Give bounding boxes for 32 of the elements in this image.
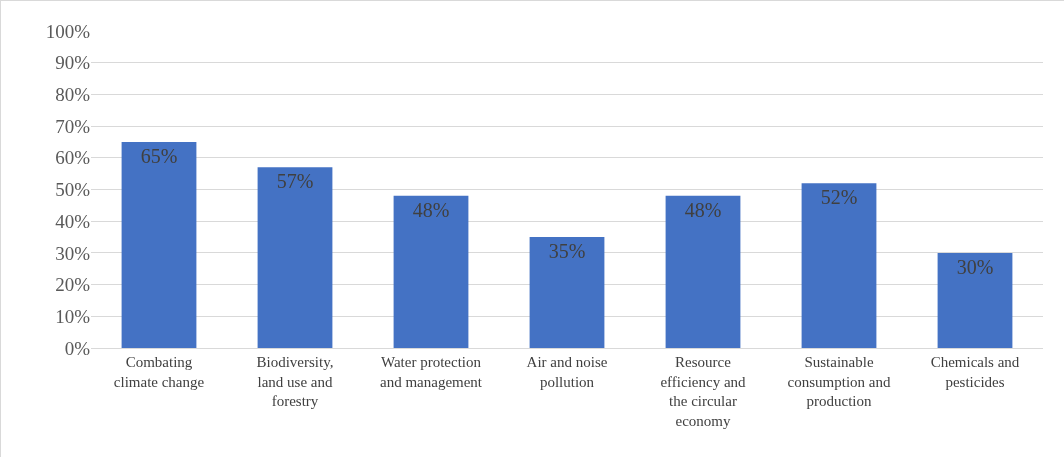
data-label: 48% <box>684 198 722 221</box>
bar <box>937 252 1013 348</box>
y-tick-label: 60% <box>55 147 91 169</box>
data-label: 52% <box>820 186 858 209</box>
x-tick-label: Chemicals and pesticides <box>930 354 1020 390</box>
bar <box>665 195 741 348</box>
x-tick-label: Resource efficiency and the circular economy <box>660 354 747 429</box>
y-tick-label: 10% <box>55 305 91 327</box>
y-tick-label: 70% <box>55 115 91 137</box>
x-tick-label: Water protection and management <box>379 354 483 390</box>
bar <box>801 183 877 348</box>
bar <box>257 167 333 348</box>
y-tick-label: 20% <box>55 274 91 296</box>
y-tick-label: 0% <box>64 337 91 359</box>
x-tick-label: Sustainable consumption and production <box>787 354 891 409</box>
data-label: 57% <box>276 170 314 193</box>
y-tick-label: 90% <box>55 52 91 74</box>
y-tick-label: 50% <box>55 179 91 201</box>
data-label: 30% <box>956 255 994 278</box>
bar <box>393 195 469 348</box>
x-tick-label: Air and noise pollution <box>526 354 608 390</box>
y-tick-label: 40% <box>55 210 91 232</box>
y-tick-label: 30% <box>55 242 91 264</box>
data-label: 65% <box>140 144 178 167</box>
data-label: 48% <box>412 198 450 221</box>
data-label: 35% <box>548 240 586 263</box>
bar <box>121 141 197 348</box>
x-tick-label: Biodiversity, land use and forestry <box>256 354 334 409</box>
y-tick-label: 100% <box>45 20 91 42</box>
x-tick-label: Combating climate change <box>113 354 205 390</box>
y-tick-label: 80% <box>55 84 91 106</box>
bar <box>529 237 605 348</box>
